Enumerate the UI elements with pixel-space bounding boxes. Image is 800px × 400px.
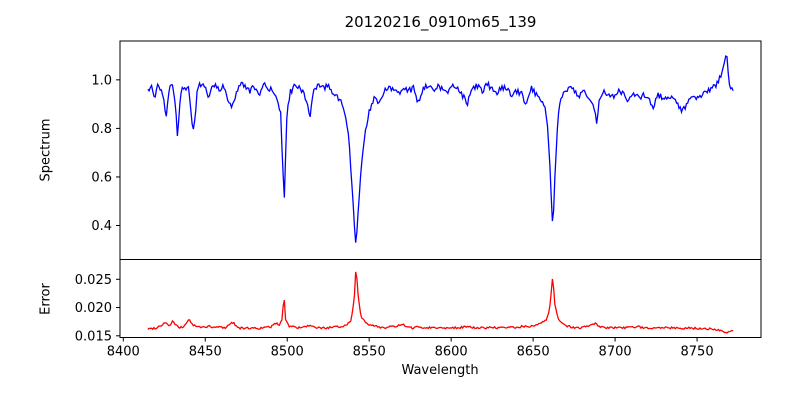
x-axis-tick-label: 8500	[271, 345, 304, 360]
spectrum-y-tick-label: 0.6	[91, 170, 112, 185]
wavelength-x-axis-label: Wavelength	[401, 363, 479, 378]
x-axis-tick-label: 8400	[107, 345, 140, 360]
x-axis-tick-label: 8750	[681, 345, 714, 360]
spectrum-y-tick-label: 1.0	[91, 73, 112, 88]
spectrum-series-line	[147, 55, 734, 243]
spectrum-axes-box	[119, 40, 762, 260]
error-y-tick-label: 0.015	[75, 329, 112, 344]
x-axis-tick-label: 8650	[517, 345, 550, 360]
error-y-tick-label: 0.025	[75, 273, 112, 288]
x-axis-tick-label: 8600	[435, 345, 468, 360]
spectrum-y-axis-label: Spectrum	[38, 118, 54, 182]
x-axis-tick-label: 8550	[353, 345, 386, 360]
error-axes-box	[119, 259, 762, 338]
chart-title: 20120216_0910m65_139	[344, 13, 537, 31]
error-series-line	[147, 271, 734, 334]
x-axis-tick-label: 8700	[599, 345, 632, 360]
error-y-tick-label: 0.020	[75, 301, 112, 316]
error-y-axis-label: Error	[38, 283, 54, 315]
spectrum-y-tick-label: 0.4	[91, 219, 112, 234]
x-axis-tick-label: 8450	[189, 345, 222, 360]
spectrum-y-tick-label: 0.8	[91, 122, 112, 137]
